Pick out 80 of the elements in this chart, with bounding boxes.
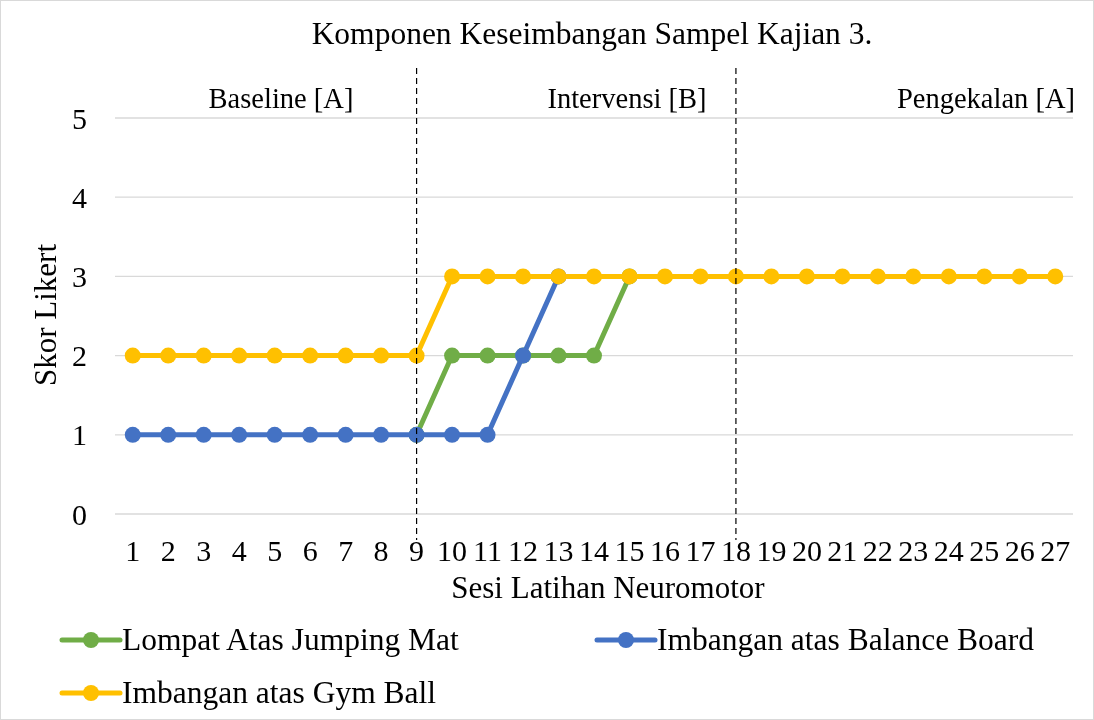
x-tick-label: 20	[791, 534, 822, 567]
x-tick-label: 24	[933, 534, 964, 567]
point	[444, 347, 461, 364]
point	[444, 426, 461, 443]
x-tick-label: 22	[862, 534, 893, 567]
point	[550, 347, 567, 364]
legend-label: Lompat Atas Jumping Mat	[122, 622, 460, 657]
point	[834, 268, 851, 285]
point	[763, 268, 780, 285]
point	[940, 268, 957, 285]
x-tick-label: 27	[1040, 534, 1071, 567]
x-tick-label: 13	[543, 534, 574, 567]
x-tick-label: 19	[756, 534, 787, 567]
x-tick-label: 1	[125, 534, 141, 567]
point	[373, 347, 390, 364]
x-tick-label: 7	[338, 534, 354, 567]
point	[266, 426, 283, 443]
x-tick-label: 8	[373, 534, 389, 567]
point	[479, 426, 496, 443]
point	[798, 268, 815, 285]
x-tick-label: 12	[508, 534, 539, 567]
point	[373, 426, 390, 443]
point	[408, 347, 425, 364]
point	[231, 347, 248, 364]
point	[195, 347, 212, 364]
x-tick-label: 2	[160, 534, 176, 567]
point	[1011, 268, 1028, 285]
x-tick-label: 21	[827, 534, 858, 567]
point	[586, 347, 602, 364]
y-tick-label: 0	[72, 497, 87, 531]
point	[160, 426, 177, 443]
y-tick-label: 3	[72, 259, 87, 293]
point	[124, 347, 141, 364]
point	[160, 347, 177, 364]
x-tick-label: 23	[898, 534, 929, 567]
point	[337, 426, 354, 443]
x-tick-label: 26	[1004, 534, 1035, 567]
point	[444, 268, 461, 285]
point	[479, 347, 496, 364]
x-tick-label: 5	[267, 534, 283, 567]
x-tick-label: 9	[409, 534, 425, 567]
x-tick-label: 11	[473, 534, 502, 567]
text: Intervensi [B]	[547, 83, 707, 114]
point	[905, 268, 922, 285]
legend-label: Imbangan atas Balance Board	[657, 622, 1035, 657]
chart-title: Komponen Keseimbangan Sampel Kajian 3.	[311, 16, 873, 51]
y-tick-label: 4	[72, 180, 87, 214]
y-tick-label: 2	[72, 339, 87, 373]
point	[266, 347, 283, 364]
point	[976, 268, 993, 285]
point	[302, 347, 319, 364]
legend-label: Imbangan atas Gym Ball	[122, 675, 437, 710]
text: Pengekalan [A]	[896, 83, 1075, 114]
point	[515, 268, 532, 285]
point	[479, 268, 496, 285]
point	[692, 268, 709, 285]
point	[869, 268, 886, 285]
x-tick-label: 25	[969, 534, 1000, 567]
point	[656, 268, 673, 285]
x-tick-label: 18	[720, 534, 751, 567]
x-tick-label: 17	[685, 534, 716, 567]
x-tick-label: 4	[231, 534, 247, 567]
point	[124, 426, 141, 443]
point	[1047, 268, 1064, 285]
point	[302, 426, 319, 443]
point	[337, 347, 354, 364]
x-tick-label: 15	[614, 534, 645, 567]
x-axis-title: Sesi Latihan Neuromotor	[451, 570, 766, 605]
x-tick-label: 10	[437, 534, 468, 567]
y-axis-title: Skor Likert	[28, 243, 63, 387]
x-tick-label: 3	[196, 534, 212, 567]
text: Baseline [A]	[208, 83, 354, 114]
y-tick-label: 1	[72, 418, 87, 452]
y-tick-label: 5	[72, 101, 87, 135]
x-tick-label: 14	[579, 534, 609, 567]
point	[586, 268, 602, 285]
point	[231, 426, 248, 443]
x-tick-label: 6	[302, 534, 318, 567]
x-tick-label: 16	[649, 534, 680, 567]
point	[195, 426, 212, 443]
